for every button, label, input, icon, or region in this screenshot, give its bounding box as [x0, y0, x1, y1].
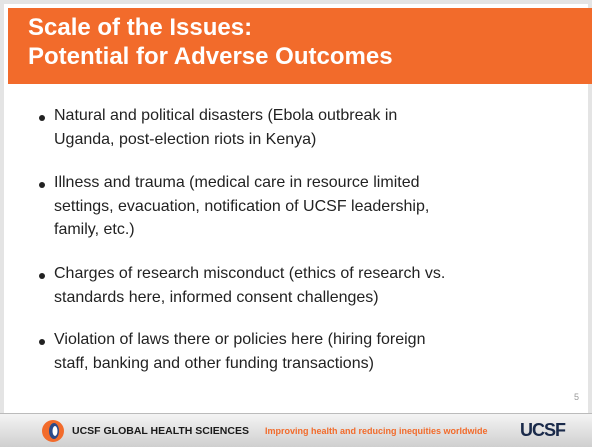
title: Scale of the Issues: — [28, 14, 253, 41]
page-number: 5 — [574, 392, 580, 402]
bullet-text: standards here, informed consent challen… — [54, 288, 379, 306]
bullet-text: Illness and trauma (medical care in reso… — [54, 174, 420, 191]
footer: UCSF GLOBAL HEALTH SCIENCES Improving he… — [0, 413, 592, 447]
bullet-marker — [39, 182, 45, 188]
tagline: Improving health and reducing inequities… — [265, 426, 488, 436]
footer-icon — [42, 420, 64, 442]
title: Potential for Adverse Outcomes — [28, 43, 393, 70]
bullet-text: settings, evacuation, notification of UC… — [54, 197, 430, 215]
bullet-text: Violation of laws there or policies here… — [54, 331, 426, 348]
bullet-marker — [39, 339, 45, 345]
bullet-text: Charges of research misconduct (ethics o… — [54, 265, 446, 282]
bullet-marker — [39, 115, 45, 121]
bullet-text: Uganda, post-election riots in Kenya) — [54, 130, 317, 148]
organization: UCSF GLOBAL HEALTH SCIENCES — [72, 425, 249, 437]
bullet-text: staff, banking and other funding transac… — [54, 354, 374, 372]
bullet-text: family, etc.) — [54, 221, 135, 238]
bullet-text: Natural and political disasters (Ebola o… — [54, 107, 398, 124]
logo: UCSF — [520, 420, 566, 440]
title-bar: Scale of the Issues: Potential for Advers… — [8, 8, 592, 84]
bullet-marker — [39, 273, 45, 279]
